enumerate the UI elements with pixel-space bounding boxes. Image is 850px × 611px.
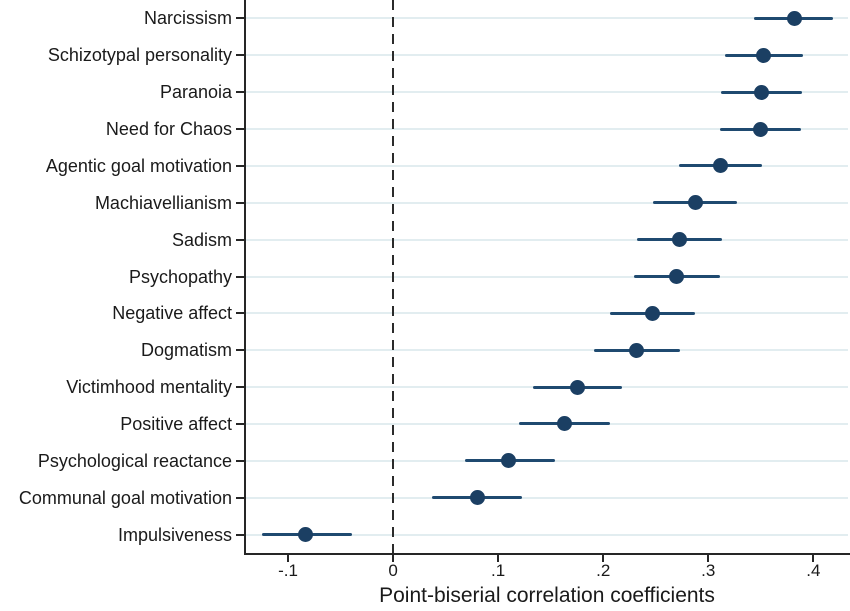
y-axis-tick: [236, 54, 245, 57]
category-label: Narcissism: [144, 8, 232, 29]
point-estimate-marker: [570, 379, 586, 395]
x-axis-tick-label: .2: [596, 561, 611, 580]
gridline: [246, 349, 848, 352]
y-axis-tick: [236, 386, 245, 389]
category-label: Psychopathy: [128, 266, 232, 287]
zero-reference-line: [391, 0, 395, 553]
point-estimate-marker: [688, 195, 704, 211]
y-axis-tick: [236, 128, 245, 131]
point-estimate-marker: [786, 10, 802, 26]
x-axis-tick-label: 0: [388, 561, 398, 580]
point-estimate-marker: [753, 121, 769, 137]
gridline: [246, 312, 848, 315]
plot-area: [246, 0, 848, 553]
y-axis-tick: [236, 201, 245, 204]
gridline: [246, 128, 848, 131]
x-axis-tick-label: .1: [491, 561, 506, 580]
x-axis-tick: [602, 554, 605, 562]
point-estimate-marker: [669, 269, 685, 284]
category-label: Agentic goal motivation: [45, 155, 232, 176]
gridline: [246, 54, 848, 57]
x-axis-title: Point-biserial correlation coefficients: [379, 584, 715, 607]
x-axis-line: [244, 553, 850, 555]
x-axis-tick: [287, 554, 290, 562]
y-axis-tick: [236, 533, 245, 536]
gridline: [246, 238, 848, 241]
point-estimate-marker: [672, 232, 688, 248]
category-label: Psychological reactance: [37, 450, 232, 471]
x-axis-tick: [392, 554, 395, 562]
gridline: [246, 533, 848, 536]
gridline: [246, 201, 848, 204]
y-axis-tick: [236, 17, 245, 20]
y-axis-tick: [236, 312, 245, 315]
point-estimate-marker: [645, 305, 661, 321]
x-axis-tick: [707, 554, 710, 562]
category-label: Positive affect: [120, 413, 232, 434]
point-estimate-marker: [629, 342, 645, 358]
point-estimate-marker: [756, 47, 772, 63]
y-axis-tick: [236, 164, 245, 167]
gridline: [246, 164, 848, 167]
y-axis-tick: [236, 349, 245, 352]
category-label: Sadism: [171, 229, 232, 250]
x-axis-tick: [812, 554, 815, 562]
y-axis-tick: [236, 91, 245, 94]
gridline: [246, 496, 848, 499]
x-axis-tick: [497, 554, 500, 562]
category-label: Communal goal motivation: [18, 487, 232, 508]
y-axis-tick: [236, 496, 245, 499]
y-axis-line: [244, 0, 246, 555]
category-label: Impulsiveness: [117, 524, 232, 545]
category-label: Machiavellianism: [94, 192, 232, 213]
y-axis-tick: [236, 422, 245, 425]
x-axis-tick-label: -.1: [278, 561, 298, 580]
y-axis-tick: [236, 275, 245, 278]
x-axis-tick-label: .4: [806, 561, 821, 580]
point-estimate-marker: [501, 453, 517, 469]
y-axis-tick: [236, 459, 245, 462]
point-estimate-marker: [713, 158, 729, 174]
x-axis-tick-label: .3: [701, 561, 716, 580]
category-label: Need for Chaos: [105, 119, 232, 140]
point-estimate-marker: [754, 84, 770, 100]
category-label: Paranoia: [159, 82, 232, 103]
point-estimate-marker: [298, 527, 314, 543]
category-label: Dogmatism: [140, 340, 232, 361]
category-label: Negative affect: [112, 303, 232, 324]
category-label: Victimhood mentality: [66, 377, 232, 398]
gridline: [246, 91, 848, 94]
point-estimate-marker: [556, 416, 572, 432]
category-label: Schizotypal personality: [47, 45, 232, 66]
gridline: [246, 275, 848, 278]
gridline: [246, 17, 848, 20]
point-estimate-marker: [469, 490, 485, 506]
y-axis-tick: [236, 238, 245, 241]
